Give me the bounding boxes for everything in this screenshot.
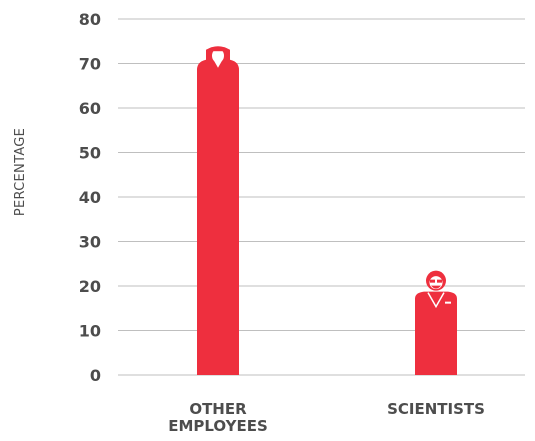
face-icon (212, 48, 224, 63)
glasses-icon (437, 279, 442, 283)
bar-body (197, 59, 239, 375)
bar (415, 270, 457, 375)
y-tick-label: 30 (79, 233, 101, 252)
y-tick-label: 10 (79, 322, 101, 341)
collar-icon (214, 60, 222, 68)
y-tick-label: 70 (79, 55, 101, 74)
lab-coat-icon (427, 292, 445, 309)
y-tick-label: 80 (79, 10, 101, 29)
gridlines (118, 18, 525, 376)
fringe-icon (213, 47, 223, 52)
x-category-label: SCIENTISTS (387, 400, 485, 418)
glasses-icon (430, 279, 435, 283)
y-axis-ticks: 0 10 20 30 40 50 60 70 80 (79, 10, 101, 385)
beard-icon (431, 285, 441, 289)
y-tick-label: 20 (79, 277, 101, 296)
bars (197, 46, 457, 375)
y-tick-label: 50 (79, 144, 101, 163)
bar-body (415, 291, 457, 375)
y-tick-label: 0 (90, 366, 101, 385)
y-tick-label: 40 (79, 188, 101, 207)
x-category-label: EMPLOYEES (168, 417, 268, 435)
y-axis-label: PERCENTAGE (13, 128, 28, 216)
pocket-pen-icon (445, 301, 451, 304)
bar (197, 46, 239, 375)
y-tick-label: 60 (79, 99, 101, 118)
x-category-label: OTHER (189, 400, 247, 418)
